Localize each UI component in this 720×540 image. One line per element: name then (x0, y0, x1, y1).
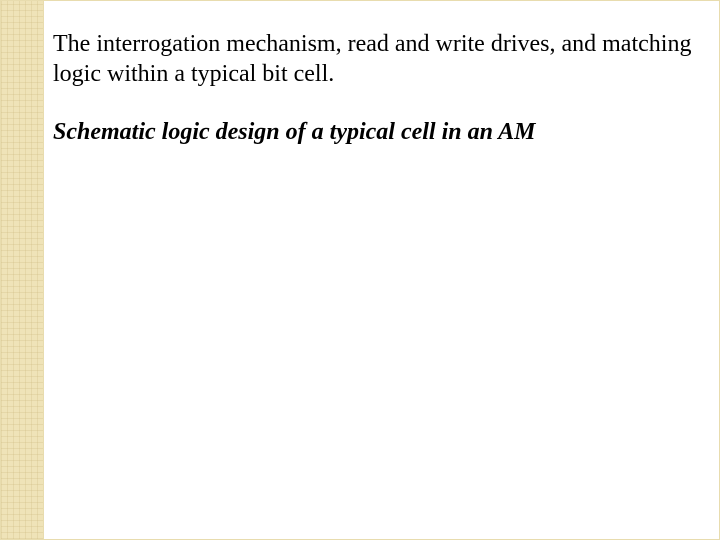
left-decorative-band (1, 1, 44, 539)
slide-content: The interrogation mechanism, read and wr… (53, 29, 695, 147)
subtitle-text: Schematic logic design of a typical cell… (53, 117, 695, 147)
slide: The interrogation mechanism, read and wr… (0, 0, 720, 540)
body-paragraph: The interrogation mechanism, read and wr… (53, 29, 695, 89)
